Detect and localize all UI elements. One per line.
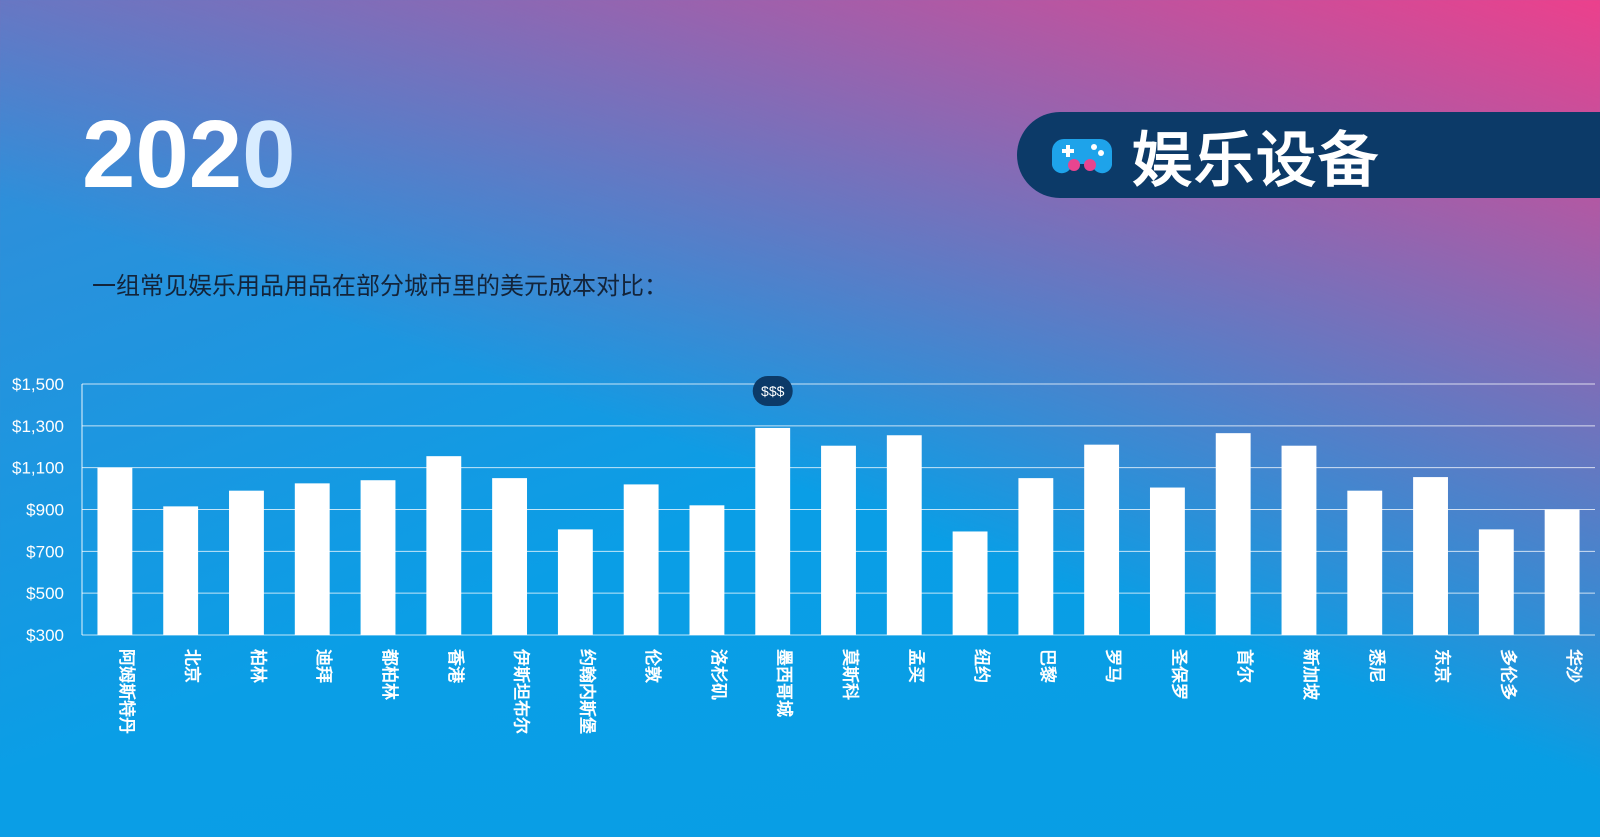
bar bbox=[557, 529, 593, 635]
grid-lines bbox=[82, 383, 1595, 636]
x-tick-label: 洛杉矶 bbox=[708, 649, 729, 700]
x-tick-label: 多伦多 bbox=[1497, 649, 1518, 700]
year-heading: 2020 bbox=[82, 100, 296, 210]
y-tick-label: $1,300 bbox=[12, 417, 64, 436]
y-tick-label: $500 bbox=[26, 584, 64, 603]
highlight-pill bbox=[752, 376, 793, 406]
category-title: 娱乐设备 bbox=[1132, 125, 1380, 196]
bar bbox=[1149, 487, 1185, 635]
x-tick-label: 巴黎 bbox=[1037, 649, 1058, 683]
highlight-marker: $$$ bbox=[752, 376, 793, 406]
highlight-label: $$$ bbox=[761, 383, 785, 399]
chart-subtitle: 一组常见娱乐用品用品在部分城市里的美元成本对比： bbox=[92, 272, 668, 300]
x-tick-label: 东京 bbox=[1432, 649, 1453, 683]
bar bbox=[623, 484, 659, 635]
y-tick-label: $900 bbox=[26, 501, 64, 520]
x-tick-label: 孟买 bbox=[905, 649, 925, 683]
bar bbox=[294, 483, 330, 635]
game-controller-icon bbox=[1052, 139, 1112, 174]
x-tick-label: 悉尼 bbox=[1366, 648, 1386, 683]
y-tick-label: $1,500 bbox=[12, 375, 64, 394]
bar bbox=[97, 467, 133, 635]
bar bbox=[1215, 433, 1251, 635]
y-tick-label: $1,100 bbox=[12, 459, 64, 478]
bar bbox=[821, 445, 856, 635]
bar bbox=[492, 478, 528, 635]
bar bbox=[1413, 477, 1448, 635]
bar bbox=[689, 505, 725, 635]
x-tick-label: 莫斯科 bbox=[840, 648, 861, 700]
bar bbox=[426, 456, 462, 635]
x-tick-label: 墨西哥城 bbox=[774, 649, 794, 717]
y-tick-label: $700 bbox=[26, 542, 64, 561]
y-tick-label: $300 bbox=[26, 626, 64, 645]
x-tick-label: 北京 bbox=[182, 649, 203, 683]
bar bbox=[163, 506, 199, 635]
x-tick-label: 首尔 bbox=[1234, 649, 1255, 683]
bar bbox=[1544, 509, 1580, 635]
bar bbox=[755, 427, 791, 635]
x-axis: 阿姆斯特丹 北京 柏林 迪拜 都柏林 香港 伊斯坦布尔 约翰内斯堡 伦敦 洛杉矶 墨西哥城 莫斯科 孟买… bbox=[116, 648, 1584, 734]
bar bbox=[886, 435, 922, 635]
bar bbox=[1347, 490, 1383, 635]
x-tick-label: 罗马 bbox=[1103, 649, 1123, 683]
bar bbox=[1281, 445, 1317, 635]
bar bbox=[360, 480, 396, 635]
x-tick-label: 华沙 bbox=[1563, 649, 1584, 683]
x-tick-label: 圣保罗 bbox=[1168, 649, 1189, 700]
year-last-digit: 0 bbox=[242, 101, 296, 208]
x-tick-label: 伦敦 bbox=[642, 649, 663, 684]
x-tick-label: 迪拜 bbox=[313, 649, 334, 683]
year-digits: 202 bbox=[82, 101, 243, 208]
bar bbox=[229, 490, 264, 635]
bar bbox=[1084, 444, 1120, 635]
bars bbox=[97, 427, 1580, 635]
x-tick-label: 都柏林 bbox=[379, 648, 400, 700]
x-tick-label: 约翰内斯堡 bbox=[576, 649, 597, 734]
bar bbox=[952, 531, 988, 635]
x-tick-label: 伊斯坦布尔 bbox=[511, 648, 532, 734]
bar bbox=[1018, 478, 1054, 635]
y-axis: $300 $500 $700 $900 $1,100 $1,300 $1,500 bbox=[12, 375, 83, 645]
x-tick-label: 柏林 bbox=[247, 649, 268, 683]
x-tick-label: 阿姆斯特丹 bbox=[116, 649, 137, 734]
x-tick-label: 纽约 bbox=[971, 649, 992, 683]
bar bbox=[1478, 529, 1514, 635]
x-tick-label: 新加坡 bbox=[1300, 649, 1321, 700]
category-badge: 娱乐设备 bbox=[1017, 112, 1600, 198]
bar-chart: $300 $500 $700 $900 $1,100 $1,300 $1,500 阿姆斯特丹… bbox=[12, 375, 1595, 734]
x-tick-label: 香港 bbox=[445, 649, 466, 684]
